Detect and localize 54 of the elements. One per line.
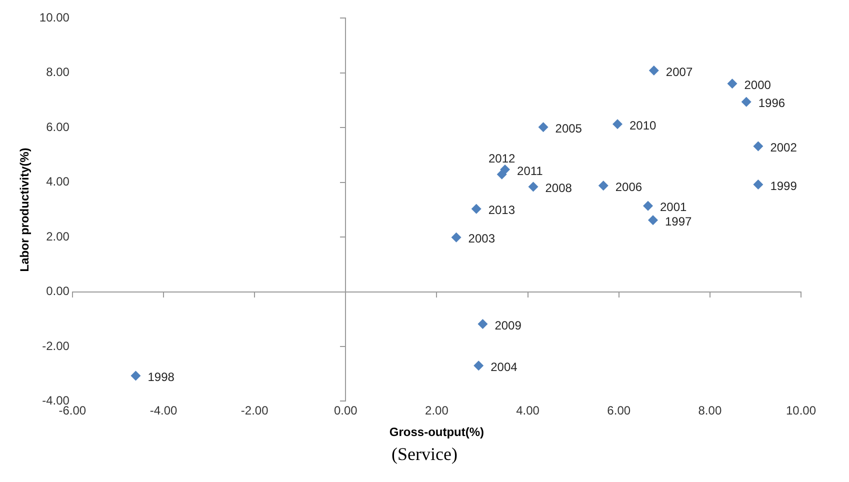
annotation: 2003: [468, 232, 496, 246]
point: [753, 180, 764, 190]
point: [451, 232, 462, 242]
annotation: 2000: [744, 78, 772, 92]
x-tick-label: 6.00: [607, 404, 631, 418]
annotation: 2013: [488, 203, 516, 218]
annotation: 2011: [517, 164, 544, 178]
annotation: 2007: [666, 64, 693, 79]
point: [538, 122, 548, 132]
x-tick-label: 8.00: [698, 404, 722, 418]
x-tick-label: 10.00: [786, 404, 816, 418]
point: [130, 370, 141, 381]
annotation: 2012: [488, 152, 516, 166]
point: [496, 169, 507, 180]
y-tick-label: 10.00: [39, 10, 70, 25]
x-tick-label: -6.00: [58, 404, 86, 418]
x-tick-label: 4.00: [516, 404, 540, 418]
y-tick-label: -2.00: [42, 338, 70, 353]
point: [478, 319, 488, 330]
annotation: 2001: [660, 200, 688, 214]
y-tick-label: 8.00: [46, 65, 70, 80]
text: (Service): [390, 444, 458, 465]
point: [643, 200, 653, 211]
annotation: 2010: [629, 118, 657, 132]
annotation: 1996: [758, 96, 786, 110]
x-tick-label: 0.00: [334, 404, 358, 418]
y-tick-label: 2.00: [46, 229, 70, 244]
x-tick-label: -2.00: [240, 404, 269, 418]
annotation: 1999: [770, 178, 798, 193]
point: [727, 78, 738, 89]
annotation: 2008: [545, 181, 572, 196]
point: [648, 215, 658, 226]
annotation: 1997: [665, 214, 692, 228]
annotation: 2002: [770, 140, 798, 155]
point: [753, 141, 764, 152]
annotation: 2006: [615, 180, 642, 194]
point: [648, 65, 659, 76]
y-tick-label: 6.00: [46, 120, 70, 134]
point: [471, 204, 482, 214]
y-axis-title: Labor productivity(%): [18, 148, 32, 272]
point: [528, 182, 538, 192]
y-tick-label: 4.00: [46, 174, 70, 189]
y-tick-label: 0.00: [46, 284, 70, 298]
point: [741, 96, 752, 107]
x-tick-label: -4.00: [150, 404, 178, 418]
point: [612, 119, 622, 130]
annotation: 2009: [494, 318, 522, 332]
x-tick-label: 2.00: [425, 404, 449, 418]
annotation: 2004: [490, 360, 518, 374]
x-axis-title: Gross-output(%): [389, 425, 484, 440]
annotation: 1998: [148, 370, 175, 384]
point: [474, 360, 484, 371]
annotation: 2005: [555, 121, 582, 136]
point: [598, 180, 608, 191]
